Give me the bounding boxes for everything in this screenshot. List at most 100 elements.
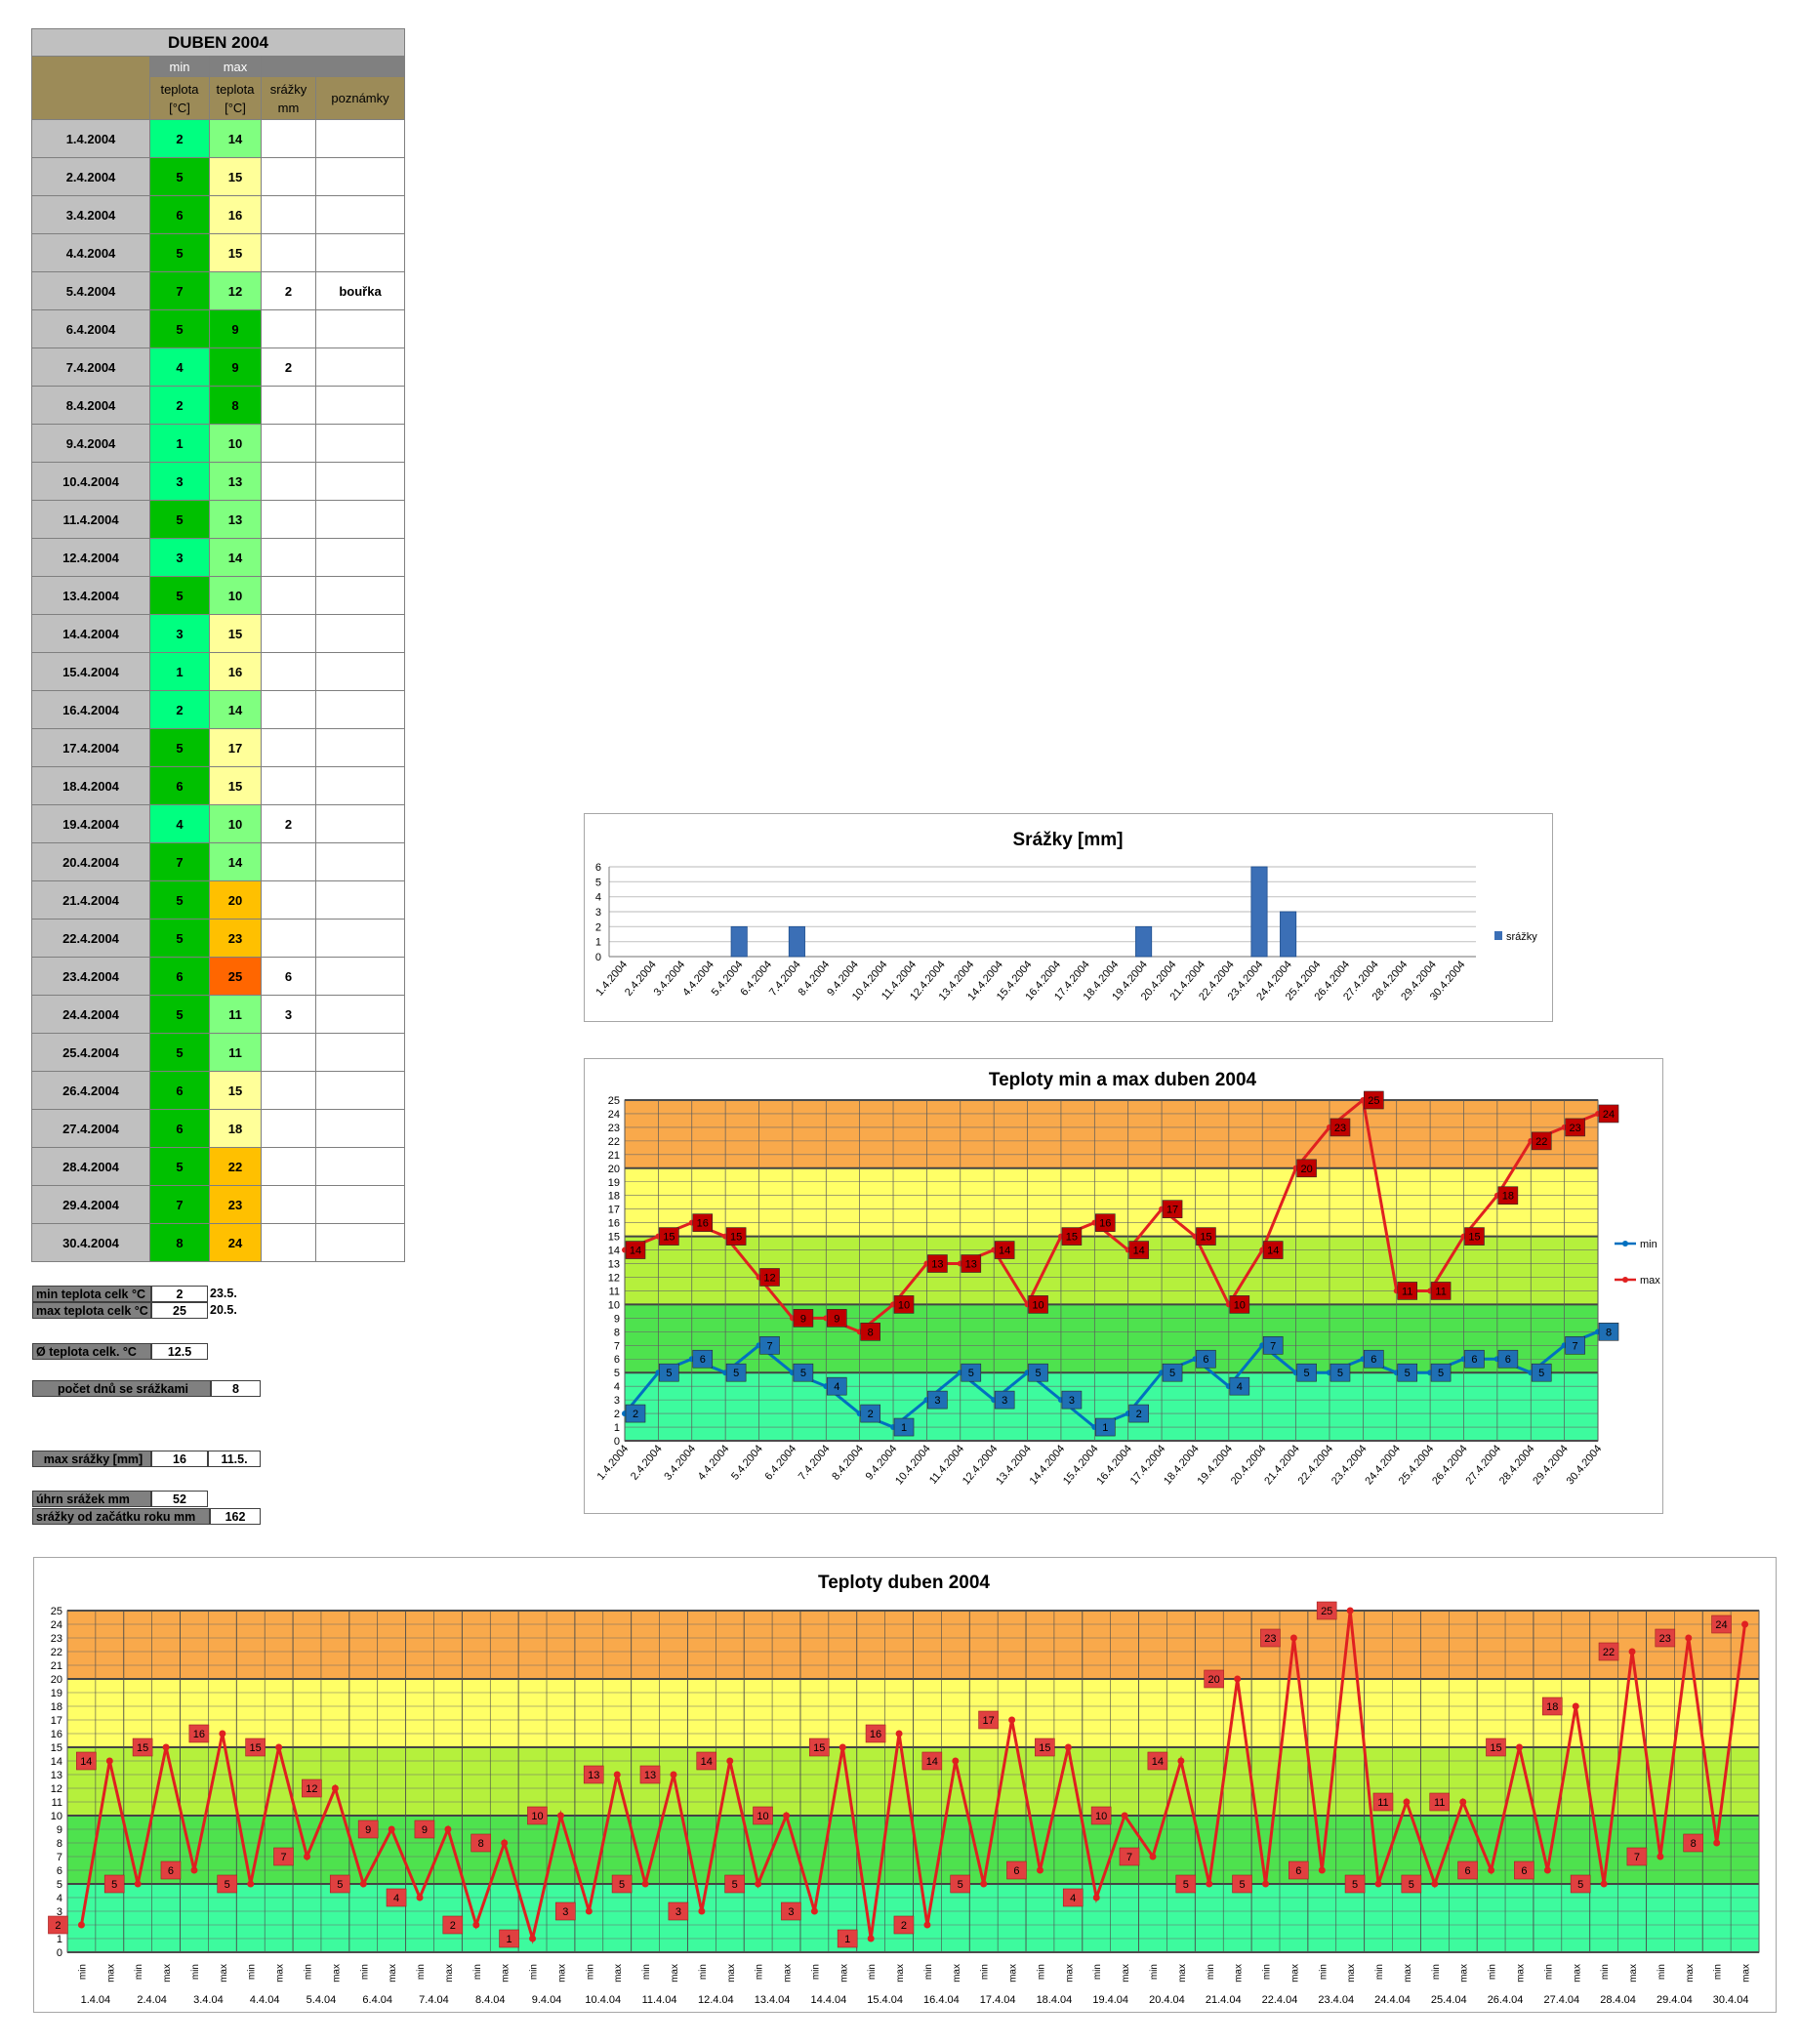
daily-data-label-box: [1655, 1628, 1676, 1648]
row-max-temp: 14: [209, 538, 262, 577]
daily-data-label: 13: [588, 1770, 599, 1781]
daily-day-label: 5.4.04: [307, 1994, 337, 2006]
daily-y-tick-label: 25: [51, 1606, 62, 1617]
table-row: 25.4.2004 5 11: [31, 1033, 405, 1072]
minmax-y-tick-label: 8: [614, 1327, 620, 1338]
daily-data-label-box: [470, 1833, 491, 1853]
daily-data-label-box: [837, 1929, 858, 1948]
weather-table: DUBEN 2004 min max teplota [°C] teplota [°…: [31, 28, 405, 1262]
daily-point: [641, 1880, 649, 1888]
daily-sub-label: min: [755, 1964, 765, 1980]
daily-sub-label: max: [388, 1964, 398, 1983]
row-poznamky: [315, 119, 405, 158]
row-poznamky: [315, 919, 405, 958]
summary-year-rain-label: srážky od začátku roku mm: [32, 1508, 210, 1525]
daily-data-label: 16: [870, 1729, 881, 1740]
row-date: 13.4.2004: [31, 576, 150, 615]
row-srazky: [261, 386, 316, 425]
row-max-temp: 16: [209, 652, 262, 691]
rain-y-tick-label: 3: [595, 907, 601, 919]
minmax-data-label: 14: [1133, 1246, 1145, 1257]
daily-sub-label: min: [134, 1964, 144, 1980]
daily-sub-label: min: [472, 1964, 483, 1980]
daily-point: [585, 1907, 593, 1915]
daily-data-label-box: [188, 1724, 210, 1743]
row-srazky: [261, 880, 316, 920]
minmax-data-label: 17: [1166, 1205, 1178, 1216]
daily-data-label-box: [865, 1724, 886, 1743]
minmax-data-label: 10: [898, 1299, 910, 1311]
minmax-data-label: 3: [1069, 1395, 1075, 1407]
daily-day-label: 27.4.04: [1543, 1994, 1579, 2006]
table-row: 20.4.2004 7 14: [31, 842, 405, 881]
daily-sub-label: max: [1234, 1964, 1245, 1983]
minmax-data-label: 5: [1035, 1368, 1041, 1379]
minmax-data-label-box: [1229, 1295, 1250, 1314]
row-date: 21.4.2004: [31, 880, 150, 920]
minmax-data-label-box: [1565, 1335, 1585, 1355]
row-srazky: [261, 690, 316, 729]
table-row: 7.4.2004 4 9 2: [31, 347, 405, 387]
row-poznamky: [315, 957, 405, 996]
table-row: 2.4.2004 5 15: [31, 157, 405, 196]
daily-data-label: 9: [422, 1824, 428, 1836]
minmax-data-label-box: [759, 1335, 780, 1355]
daily-data-label: 11: [1434, 1797, 1445, 1809]
daily-sub-label: min: [77, 1964, 88, 1980]
header-teplota-label: teplota: [160, 81, 199, 97]
daily-data-label: 14: [1152, 1756, 1164, 1768]
row-poznamky: [315, 347, 405, 387]
daily-sub-label: max: [275, 1964, 286, 1983]
minmax-data-label-box: [1162, 1363, 1183, 1382]
daily-point: [783, 1812, 791, 1819]
daily-sub-label: min: [1036, 1964, 1046, 1980]
row-min-temp: 1: [149, 652, 210, 691]
daily-point: [556, 1812, 564, 1819]
daily-sub-label: max: [1741, 1964, 1752, 1983]
row-poznamky: [315, 538, 405, 577]
minmax-y-tick-label: 2: [614, 1409, 620, 1420]
daily-point: [247, 1880, 255, 1888]
daily-data-label-box: [1175, 1874, 1197, 1894]
row-min-temp: 2: [149, 386, 210, 425]
rain-plot: 01234561.4.20042.4.20043.4.20044.4.20045…: [593, 862, 1537, 1002]
minmax-x-tick-label: 6.4.2004: [762, 1443, 798, 1483]
daily-day-label: 7.4.04: [419, 1994, 449, 2006]
row-min-temp: 2: [149, 119, 210, 158]
daily-point: [1572, 1702, 1579, 1710]
daily-sub-label: min: [698, 1964, 709, 1980]
minmax-data-label-box: [1430, 1282, 1452, 1300]
row-date: 3.4.2004: [31, 195, 150, 234]
row-max-temp: 14: [209, 119, 262, 158]
daily-sub-label: max: [162, 1964, 173, 1983]
table-row: 27.4.2004 6 18: [31, 1109, 405, 1148]
minmax-x-tick-label: 8.4.2004: [830, 1443, 866, 1483]
minmax-data-label-box: [1095, 1213, 1116, 1232]
daily-data-label-box: [1260, 1628, 1281, 1648]
daily-day-label: 21.4.04: [1206, 1994, 1242, 2006]
table-title: DUBEN 2004: [31, 28, 405, 57]
minmax-data-label-box: [860, 1404, 880, 1423]
rain-y-tick-label: 0: [595, 952, 601, 963]
minmax-data-label: 5: [666, 1368, 672, 1379]
minmax-data-label: 5: [1304, 1368, 1310, 1379]
daily-point: [359, 1880, 367, 1888]
daily-data-label: 17: [982, 1715, 994, 1727]
daily-data-label: 5: [1352, 1879, 1358, 1891]
daily-point: [275, 1743, 283, 1751]
header-min-teplota: teplota [°C]: [149, 76, 210, 120]
daily-sub-label: min: [867, 1964, 878, 1980]
daily-data-label: 23: [1264, 1633, 1276, 1645]
row-date: 14.4.2004: [31, 614, 150, 653]
daily-data-label: 15: [137, 1742, 148, 1754]
daily-data-label-box: [302, 1778, 322, 1798]
daily-data-label-box: [611, 1874, 633, 1894]
table-row: 30.4.2004 8 24: [31, 1223, 405, 1262]
row-min-temp: 5: [149, 576, 210, 615]
daily-day-label: 15.4.04: [867, 1994, 903, 2006]
minmax-y-tick-label: 20: [608, 1164, 620, 1175]
row-min-temp: 4: [149, 804, 210, 843]
minmax-data-label: 8: [868, 1327, 874, 1338]
minmax-data-label-box: [793, 1309, 814, 1328]
row-min-temp: 5: [149, 995, 210, 1034]
